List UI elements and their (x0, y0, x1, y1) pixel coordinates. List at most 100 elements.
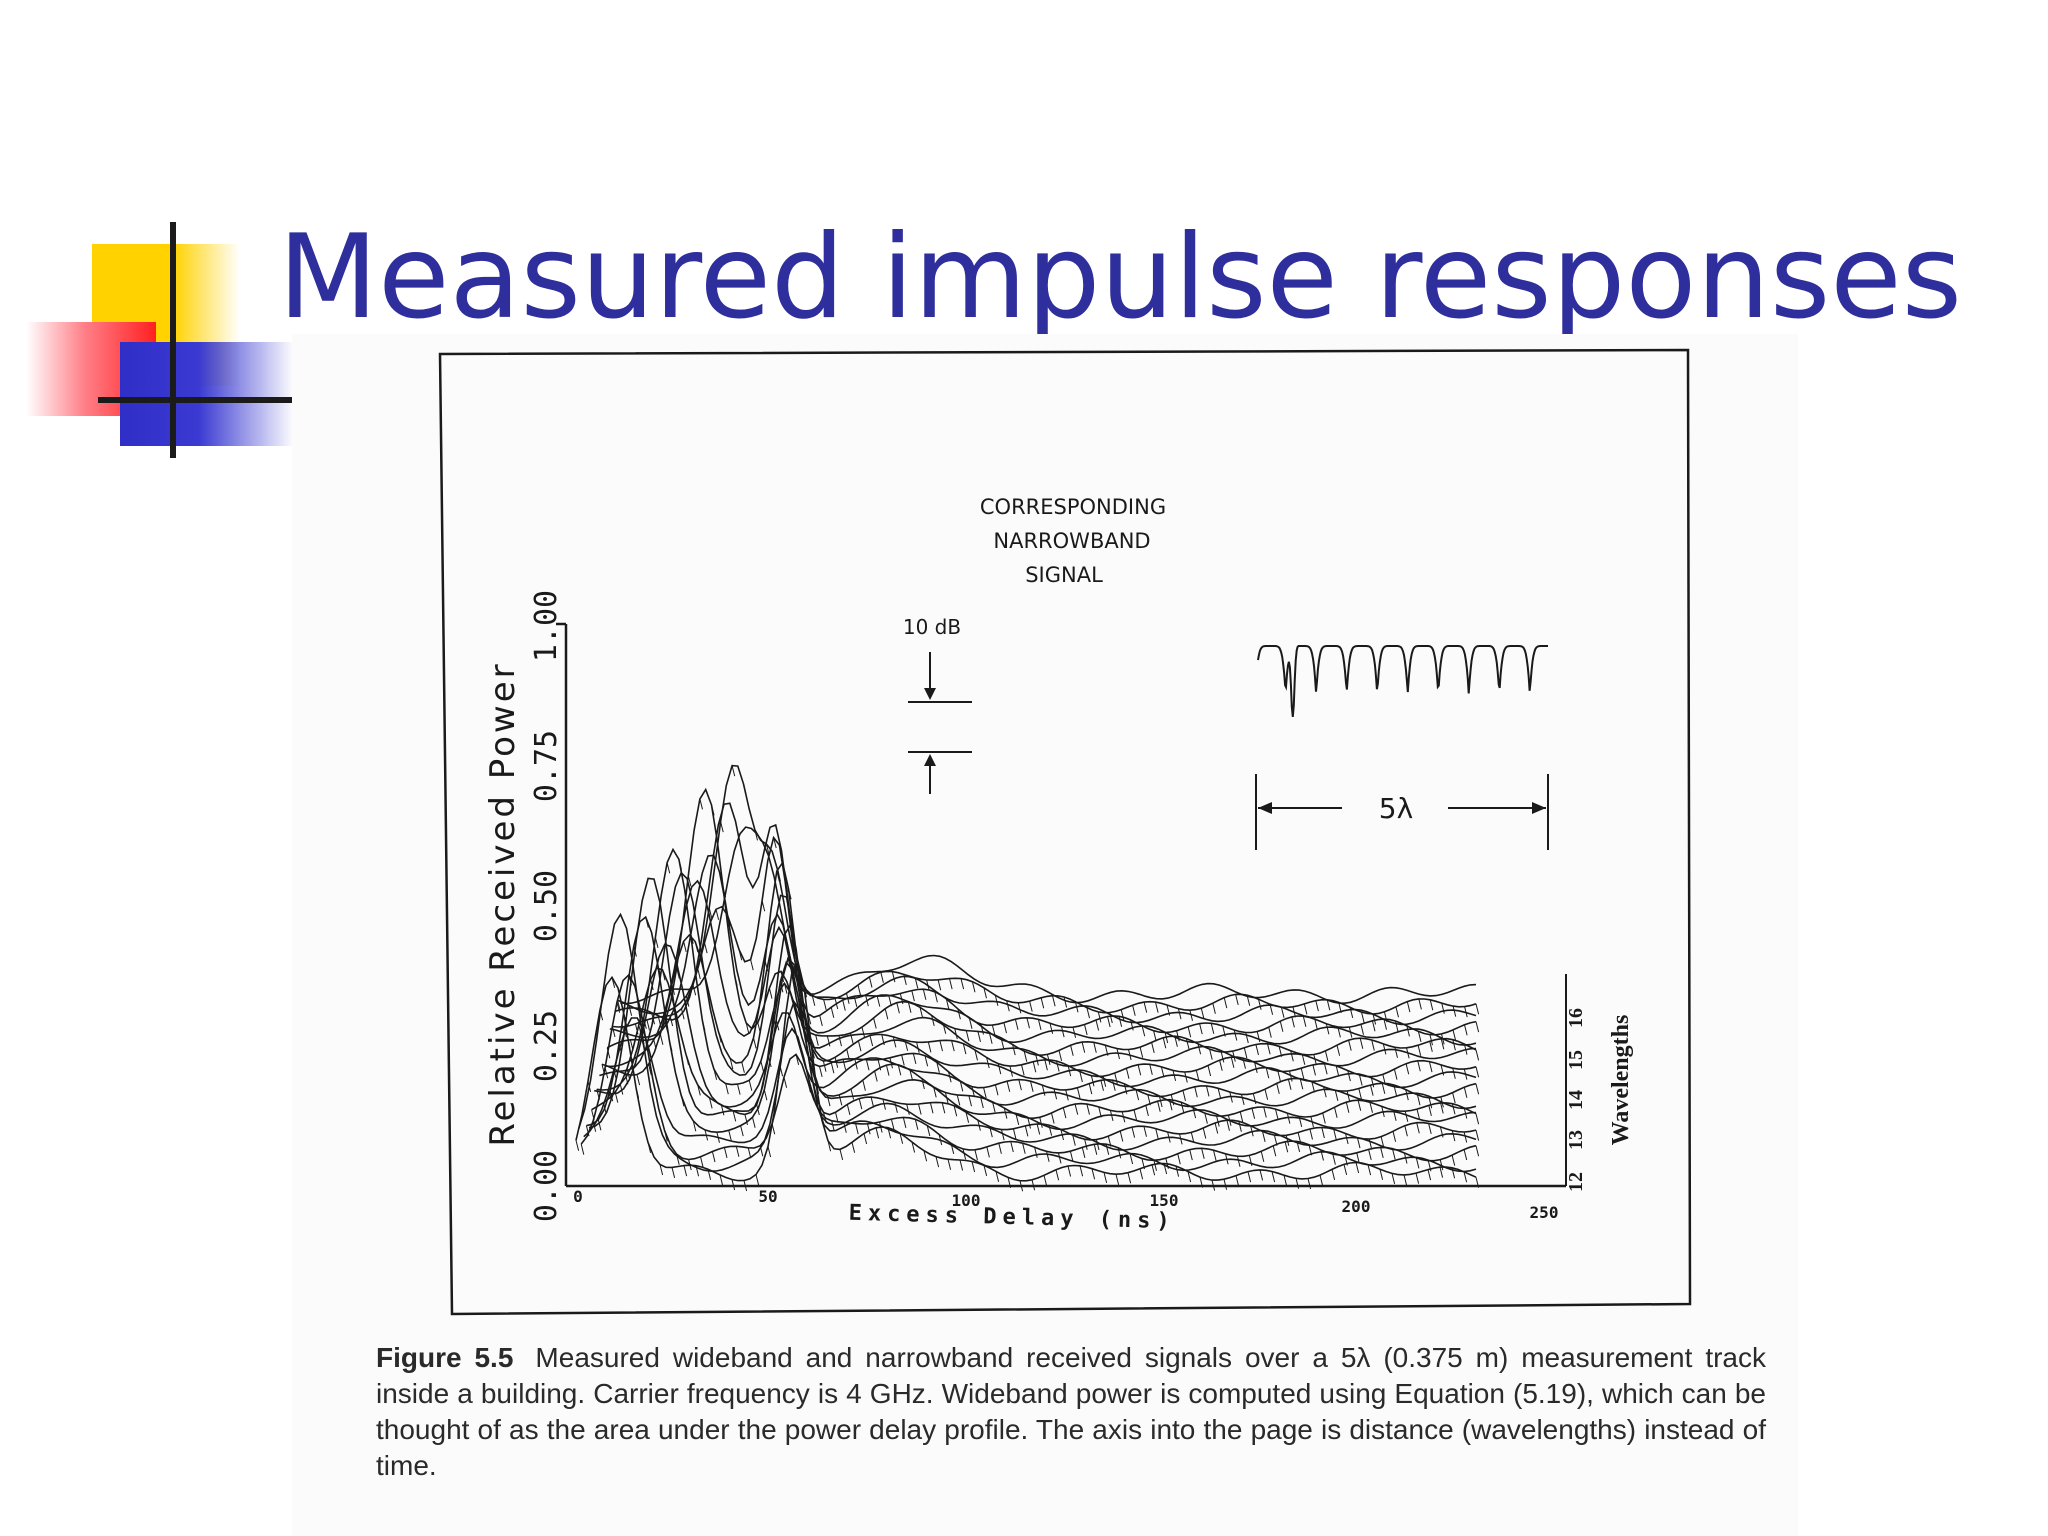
surface-hatch-line (831, 1120, 835, 1132)
surface-hatch-line (1018, 1079, 1022, 1091)
surface-hatch-line (765, 843, 770, 855)
surface-hatch-line (863, 1133, 868, 1145)
surface-hatch-line (1405, 1063, 1410, 1075)
surface-hatch-line (1367, 1164, 1372, 1176)
surface-hatch-line (1024, 1125, 1029, 1137)
surface-hatch-line (671, 1167, 676, 1179)
surface-hatch-line (1118, 1016, 1123, 1027)
surface-hatch-line (748, 1080, 753, 1091)
y-axis-title: Relative Received Power (483, 661, 523, 1146)
surface-hatch-line (1151, 1042, 1155, 1054)
surface-hatch-line (1205, 1085, 1210, 1097)
surface-hatch-line (1428, 1061, 1433, 1073)
surface-row-line (617, 764, 1477, 1015)
surface-hatch-line (799, 996, 803, 1008)
surface-hatch-line (1427, 1169, 1432, 1181)
surface-hatch-line (1464, 1024, 1468, 1036)
surface-hatch-line (1277, 1070, 1281, 1082)
surface-hatch-line (623, 1014, 628, 1026)
surface-hatch-line (738, 949, 743, 961)
surface-hatch-line (1416, 1122, 1420, 1134)
surface-hatch-line (934, 991, 938, 1003)
surface-hatch-line (1300, 1068, 1305, 1079)
surface-hatch-line (1058, 1050, 1063, 1062)
surface-hatch-line (1463, 1087, 1468, 1098)
surface-hatch-line (989, 1033, 993, 1044)
surface-hatch-line (1201, 1148, 1205, 1159)
surface-hatch-line (1475, 1129, 1480, 1141)
surface-hatch-line (1311, 1081, 1315, 1093)
surface-hatch-line (1182, 1090, 1186, 1102)
surface-hatch-line (995, 1171, 1000, 1183)
surface-hatch-line (763, 1089, 768, 1101)
surface-hatch-line (1034, 1147, 1038, 1158)
surface-hatch-line (592, 1121, 597, 1132)
surface-hatch-line (657, 963, 661, 975)
surface-hatch-line (1132, 1005, 1136, 1016)
surface-hatch-line (1356, 1137, 1361, 1149)
surface-hatch-line (666, 862, 671, 874)
surface-hatch-line (1417, 1045, 1422, 1056)
depth-tick-label: 16 (1565, 1008, 1587, 1028)
surface-hatch-line (1202, 1127, 1207, 1139)
surface-hatch-line (983, 1165, 988, 1177)
surface-hatch-line (1143, 1126, 1147, 1137)
surface-hatch-line (1394, 1047, 1398, 1058)
surface-hatch-line (1359, 1074, 1363, 1086)
surface-row-line (614, 802, 1477, 1026)
surface-hatch-line (1343, 1164, 1348, 1176)
surface-hatch-line (1081, 1041, 1086, 1053)
surface-hatch-line (1290, 1050, 1294, 1062)
surface-hatch-line (1297, 1132, 1302, 1144)
surface-hatch-line (707, 1169, 712, 1180)
surface-hatch-line (865, 1059, 870, 1071)
surface-hatch-line (685, 1054, 689, 1065)
surface-hatch-line (1072, 1134, 1076, 1146)
surface-hatch-line (1163, 1163, 1168, 1175)
surface-hatch-line (1001, 1129, 1005, 1141)
surface-hatch-line (960, 978, 965, 990)
surface-hatch-line (867, 1123, 871, 1135)
surface-hatch-line (646, 1019, 650, 1031)
surface-hatch-line (1299, 1078, 1304, 1090)
surface-hatch-line (1213, 1150, 1217, 1161)
surface-hatch-line (1357, 1100, 1362, 1111)
surface-hatch-line (1084, 1139, 1088, 1150)
surface-hatch-line (668, 1040, 673, 1052)
surface-hatch-line (980, 1097, 984, 1109)
surface-hatch-line (1322, 1112, 1326, 1124)
surface-hatch-line (842, 1059, 847, 1070)
surface-hatch-line (1287, 1079, 1292, 1090)
surface-hatch-line (1475, 1177, 1480, 1188)
surface-hatch-line (767, 1146, 772, 1158)
surface-hatch-line (1067, 1165, 1072, 1177)
surface-hatch-line (1416, 1094, 1421, 1106)
surface-hatch-line (1295, 1178, 1300, 1189)
surface-hatch-line (1417, 1031, 1422, 1043)
surface-hatch-line (902, 1117, 907, 1129)
surface-hatch-line (683, 941, 687, 953)
surface-hatch-line (745, 1022, 750, 1034)
surface-hatch-line (1137, 1064, 1142, 1076)
surface-hatch-line (635, 1087, 640, 1099)
surface-hatch-line (1095, 1019, 1100, 1031)
surface-row-line (612, 835, 1477, 1036)
surface-hatch-line (1216, 1115, 1220, 1127)
surface-hatch-line (1291, 1016, 1295, 1028)
surface-hatch-line (1139, 1046, 1144, 1058)
surface-hatch-line (1392, 1148, 1396, 1160)
surface-hatch-line (661, 969, 666, 981)
surface-hatch-line (1451, 1167, 1456, 1179)
figure-plot: 0.00 0.25 0.50 0.75 1.00 Relative Receiv… (438, 348, 1692, 1316)
surface-hatch-line (1017, 1002, 1022, 1014)
surface-hatch-line (991, 1024, 996, 1036)
surface-hatch-line (1475, 1145, 1480, 1157)
surface-hatch-line (1475, 1021, 1480, 1033)
surface-hatch-line (1151, 1164, 1156, 1176)
y-tick-label: 0.75 (529, 730, 564, 802)
surface-hatch-line (1189, 1149, 1193, 1161)
surface-hatch-line (1212, 1003, 1216, 1014)
surface-hatch-line (690, 933, 694, 944)
span-label: 5λ (1379, 792, 1413, 825)
surface-hatch-line (1120, 1009, 1125, 1021)
